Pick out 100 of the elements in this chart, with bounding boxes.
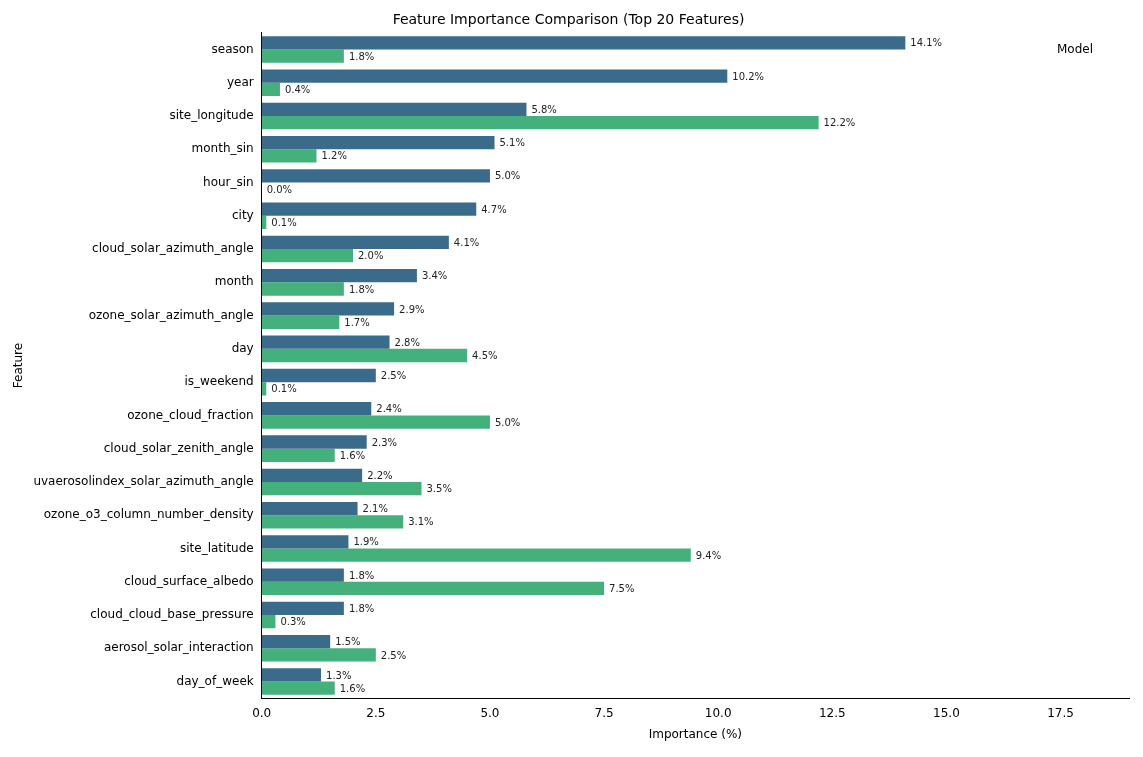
- y-tick-label: ozone_cloud_fraction: [127, 407, 254, 422]
- data-label: 2.2%: [367, 469, 393, 481]
- data-label: 5.0%: [494, 416, 521, 428]
- y-tick-label: ozone_o3_column_number_density: [43, 507, 254, 522]
- data-label: 3.4%: [421, 270, 448, 282]
- chart-title: Feature Importance Comparison (Top 20 Features): [392, 11, 745, 28]
- bar: [261, 435, 367, 449]
- y-tick-label: hour_sin: [203, 174, 254, 189]
- data-label: 1.9%: [353, 536, 379, 548]
- data-label: 1.8%: [348, 602, 375, 614]
- bar: [261, 634, 331, 649]
- bar: [261, 448, 335, 462]
- y-tick-label: season: [211, 41, 254, 56]
- data-label: 1.6%: [339, 449, 366, 461]
- bar: [261, 282, 344, 296]
- y-tick-label: cloud_solar_zenith_angle: [103, 440, 254, 455]
- bar: [261, 368, 376, 383]
- data-label: 0.0%: [266, 183, 293, 195]
- data-label: 14.1%: [910, 37, 943, 49]
- x-axis-title: Importance (%): [648, 726, 743, 741]
- y-tick-label: city: [231, 207, 254, 222]
- bar: [261, 481, 422, 496]
- data-label: 12.2%: [823, 117, 856, 129]
- data-label: 1.2%: [321, 150, 347, 162]
- bar: [261, 315, 340, 329]
- x-tick-label: 12.5: [818, 705, 846, 720]
- bar: [261, 49, 344, 63]
- data-label: 5.1%: [499, 137, 525, 149]
- data-label: 5.8%: [531, 103, 557, 115]
- x-tick-label: 2.5: [366, 705, 386, 720]
- y-tick-label: day: [231, 340, 254, 355]
- bar: [261, 269, 417, 283]
- y-tick-label: cloud_solar_azimuth_angle: [92, 241, 254, 256]
- data-label: 1.7%: [344, 316, 370, 328]
- data-label: 5.0%: [494, 170, 521, 182]
- bar: [261, 415, 490, 429]
- y-tick-label: is_weekend: [184, 374, 254, 389]
- data-label: 3.5%: [426, 483, 452, 495]
- data-label: 2.5%: [380, 649, 407, 661]
- y-tick-label: site_longitude: [169, 108, 254, 123]
- bar: [261, 36, 906, 50]
- data-label: 2.1%: [362, 503, 388, 515]
- data-label: 4.1%: [453, 236, 480, 248]
- data-label: 1.8%: [348, 569, 375, 581]
- data-label: 2.4%: [376, 403, 402, 415]
- x-tick-label: 15.0: [933, 705, 960, 720]
- data-label: 1.8%: [348, 50, 375, 62]
- bar: [261, 568, 344, 582]
- y-tick-label: uvaerosolindex_solar_azimuth_angle: [33, 474, 254, 489]
- y-tick-label: day_of_week: [176, 673, 254, 688]
- data-label: 1.5%: [335, 636, 361, 648]
- bar: [261, 548, 691, 562]
- bar: [261, 249, 354, 263]
- data-label: 0.4%: [284, 83, 311, 95]
- x-tick-label: 5.0: [480, 705, 500, 720]
- x-tick-label: 17.5: [1047, 705, 1074, 720]
- data-label: 1.6%: [339, 682, 366, 694]
- y-tick-label: cloud_cloud_base_pressure: [90, 607, 254, 622]
- data-label: 2.0%: [358, 250, 384, 262]
- bar: [261, 335, 390, 349]
- data-label: 4.7%: [481, 203, 507, 215]
- data-label: 0.1%: [271, 383, 297, 395]
- data-label: 4.5%: [472, 350, 498, 362]
- y-tick-label: site_latitude: [179, 540, 254, 555]
- bar: [261, 468, 363, 482]
- data-label: 2.3%: [371, 436, 398, 448]
- bar: [261, 601, 344, 616]
- bar: [261, 102, 527, 116]
- bar: [261, 115, 819, 130]
- y-tick-label: ozone_solar_azimuth_angle: [88, 307, 254, 322]
- y-tick-label: year: [226, 74, 254, 89]
- annotation: Model: [1056, 42, 1093, 56]
- x-tick-label: 0.0: [252, 705, 272, 720]
- bar: [261, 402, 372, 416]
- y-tick-label: aerosol_solar_interaction: [103, 640, 254, 655]
- bar: [261, 535, 349, 549]
- data-label: 2.5%: [380, 370, 407, 382]
- bar: [261, 581, 605, 596]
- data-label: 2.9%: [399, 303, 425, 315]
- bar: [261, 515, 404, 529]
- data-label: 10.2%: [732, 70, 765, 82]
- bar: [261, 69, 728, 83]
- data-label: 1.3%: [326, 669, 352, 681]
- bar: [261, 348, 468, 363]
- bar: [261, 668, 322, 682]
- bar: [261, 202, 477, 216]
- y-tick-label: cloud_surface_albedo: [124, 573, 254, 588]
- bar: [261, 82, 280, 97]
- y-tick-label: month: [214, 274, 254, 289]
- data-label: 2.8%: [394, 336, 420, 348]
- data-label: 3.1%: [408, 516, 434, 528]
- bar: [261, 648, 376, 662]
- bar: [261, 135, 495, 150]
- bar: [261, 615, 276, 629]
- y-axis-title: Feature: [11, 342, 26, 389]
- bar: [261, 149, 317, 163]
- x-tick-label: 10.0: [704, 705, 732, 720]
- bar: [261, 681, 335, 695]
- x-tick-label: 7.5: [594, 705, 614, 720]
- data-label: 1.8%: [348, 283, 375, 295]
